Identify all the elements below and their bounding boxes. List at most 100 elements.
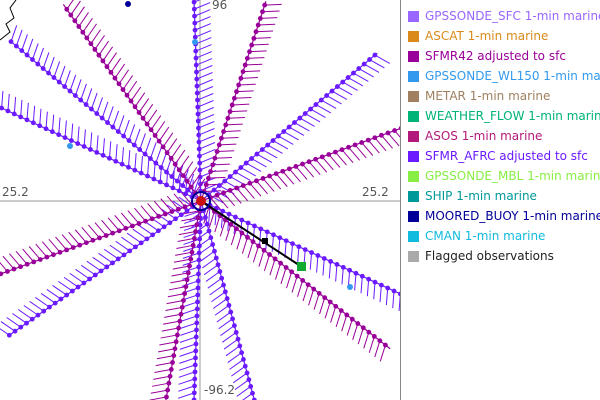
- obs-dot: [190, 242, 196, 248]
- wind-barb: [313, 293, 320, 310]
- wind-barb: [198, 121, 215, 129]
- obs-dot: [83, 240, 89, 246]
- wind-barb: [107, 106, 114, 123]
- legend-label: CMAN 1-min marine: [425, 229, 546, 243]
- cman-marker: [347, 284, 353, 290]
- legend-item[interactable]: METAR 1-min marine: [408, 86, 600, 106]
- wind-barb: [75, 268, 90, 280]
- wind-barb: [236, 386, 251, 397]
- obs-dot: [296, 244, 302, 250]
- obs-dot: [29, 316, 35, 322]
- wind-barb: [183, 245, 200, 252]
- obs-dot: [184, 208, 190, 214]
- legend-item[interactable]: GPSSONDE_SFC 1-min marine: [408, 6, 600, 26]
- obs-dot: [51, 75, 57, 80]
- legend-item[interactable]: GPSSONDE_MBL 1-min marine: [408, 166, 600, 186]
- obs-dot: [120, 87, 126, 92]
- wind-barb: [275, 173, 288, 187]
- wind-barb: [166, 138, 178, 153]
- wind-barb: [114, 215, 127, 229]
- obs-dot: [64, 292, 70, 298]
- obs-dot: [219, 275, 225, 281]
- wind-barb: [229, 359, 244, 370]
- legend-item[interactable]: ASOS 1-min marine: [408, 126, 600, 146]
- wind-barb: [118, 69, 130, 85]
- legend-item[interactable]: WEATHER_FLOW 1-min marine: [408, 106, 600, 126]
- obs-dot: [247, 49, 252, 55]
- obs-dot: [196, 139, 202, 145]
- map-plot[interactable]: [0, 0, 401, 400]
- wind-barb: [172, 170, 175, 188]
- wind-barb: [207, 277, 222, 289]
- obs-dot: [218, 135, 224, 141]
- legend-label: SHIP 1-min marine: [425, 189, 537, 203]
- obs-dot: [321, 256, 327, 261]
- legend-item[interactable]: SFMR42 adjusted to sfc: [408, 46, 600, 66]
- obs-dot: [210, 162, 216, 168]
- wind-barb: [172, 265, 190, 270]
- wind-barb: [0, 328, 10, 336]
- wind-barb: [262, 178, 275, 192]
- obs-dot: [234, 185, 240, 191]
- wind-barb: [379, 285, 382, 303]
- obs-dot: [260, 9, 265, 15]
- legend-item[interactable]: SFMR_AFRC adjusted to sfc: [408, 146, 600, 166]
- obs-dot: [195, 97, 200, 103]
- wind-barb: [223, 192, 236, 207]
- wind-barb: [139, 133, 146, 150]
- obs-dot: [177, 318, 183, 324]
- legend-swatch: [408, 170, 419, 182]
- wind-barb: [342, 81, 358, 91]
- wind-barb: [101, 219, 114, 234]
- obs-dot: [105, 120, 110, 125]
- obs-dot: [197, 160, 203, 166]
- wind-barb: [42, 52, 50, 69]
- obs-dot: [228, 309, 234, 315]
- wind-barb: [77, 126, 80, 144]
- obs-dot: [174, 178, 180, 184]
- wind-barb: [242, 185, 255, 199]
- obs-dot: [126, 138, 132, 143]
- wind-barb: [373, 282, 376, 300]
- obs-dot: [262, 2, 268, 8]
- obs-dot: [192, 236, 197, 241]
- legend-item[interactable]: GPSSONDE_WL150 1-min marine: [408, 66, 600, 86]
- wind-barb: [291, 275, 298, 293]
- wind-barb: [194, 16, 211, 24]
- obs-dot: [176, 167, 182, 173]
- wind-barb: [176, 164, 184, 182]
- obs-dot: [286, 166, 292, 172]
- wind-barb: [134, 153, 137, 171]
- obs-dot: [11, 266, 17, 272]
- wind-barb: [319, 297, 326, 315]
- wind-barb: [223, 338, 239, 350]
- wind-barb: [153, 200, 166, 215]
- obs-dot: [254, 178, 259, 184]
- obs-dot: [133, 244, 138, 250]
- obs-dot: [188, 256, 194, 262]
- wind-barb: [182, 169, 189, 186]
- wind-barb: [258, 23, 276, 26]
- obs-dot: [151, 176, 157, 182]
- wind-barb: [10, 25, 18, 42]
- wind-barb: [98, 40, 109, 56]
- legend-item[interactable]: CMAN 1-min marine: [408, 226, 600, 246]
- obs-dot: [235, 336, 241, 342]
- wind-barb: [236, 232, 243, 250]
- obs-dot: [297, 115, 303, 121]
- legend-item[interactable]: ASCAT 1-min marine: [408, 26, 600, 46]
- obs-dot: [88, 147, 93, 152]
- obs-dot: [221, 190, 226, 196]
- obs-dot: [313, 156, 319, 162]
- legend-item[interactable]: Flagged observations: [408, 246, 600, 266]
- wind-barb: [126, 80, 138, 96]
- obs-dot: [70, 245, 76, 250]
- legend-item[interactable]: SHIP 1-min marine: [408, 186, 600, 206]
- obs-dot: [113, 158, 119, 164]
- legend-item[interactable]: MOORED_BUOY 1-min marine: [408, 206, 600, 226]
- wind-barb: [374, 54, 391, 64]
- obs-dot: [30, 57, 35, 62]
- wind-barb: [240, 77, 258, 79]
- obs-dot: [69, 288, 75, 294]
- obs-dot: [264, 229, 270, 235]
